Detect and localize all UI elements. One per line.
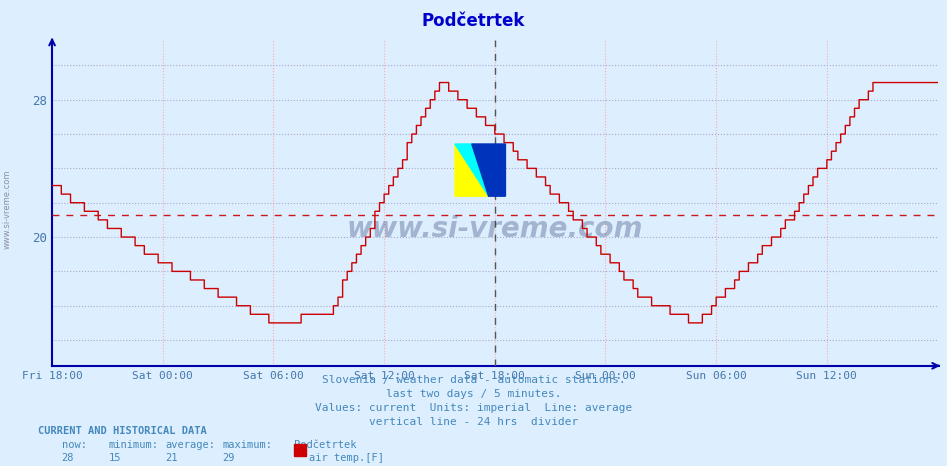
Text: maximum:: maximum:: [223, 440, 273, 450]
Polygon shape: [455, 144, 489, 196]
Text: Values: current  Units: imperial  Line: average: Values: current Units: imperial Line: av…: [314, 403, 633, 413]
Text: www.si-vreme.com: www.si-vreme.com: [3, 170, 12, 249]
Text: 29: 29: [223, 453, 235, 463]
Text: vertical line - 24 hrs  divider: vertical line - 24 hrs divider: [369, 417, 578, 427]
Text: average:: average:: [166, 440, 216, 450]
Polygon shape: [472, 144, 506, 196]
Text: 21: 21: [166, 453, 178, 463]
Text: Podčetrtek: Podčetrtek: [294, 440, 356, 450]
Text: minimum:: minimum:: [109, 440, 159, 450]
Text: air temp.[F]: air temp.[F]: [309, 453, 384, 463]
Text: CURRENT AND HISTORICAL DATA: CURRENT AND HISTORICAL DATA: [38, 426, 206, 436]
Text: www.si-vreme.com: www.si-vreme.com: [347, 215, 643, 243]
Text: 28: 28: [62, 453, 74, 463]
Text: 15: 15: [109, 453, 121, 463]
Text: now:: now:: [62, 440, 86, 450]
Polygon shape: [455, 144, 489, 196]
Text: last two days / 5 minutes.: last two days / 5 minutes.: [385, 389, 562, 399]
Text: Slovenia / weather data - automatic stations.: Slovenia / weather data - automatic stat…: [322, 375, 625, 385]
Text: Podčetrtek: Podčetrtek: [421, 12, 526, 30]
